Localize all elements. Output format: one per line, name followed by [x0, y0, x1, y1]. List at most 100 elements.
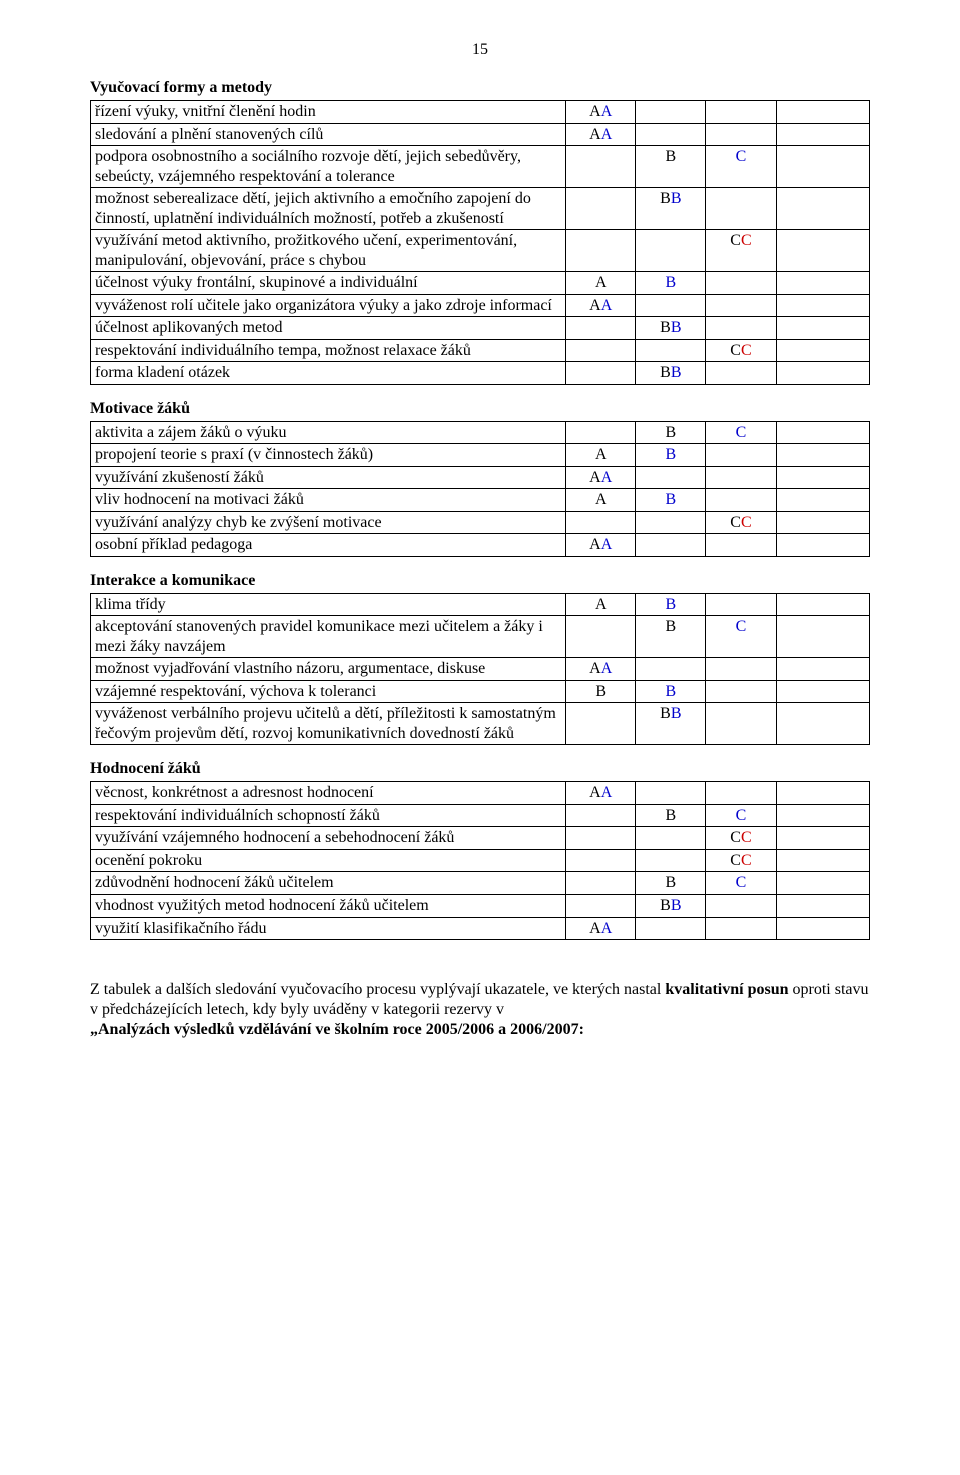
row-label: využívání vzájemného hodnocení a sebehod…: [91, 827, 566, 850]
grade-cell-c: C: [706, 616, 776, 658]
table-row: podpora osobnostního a sociálního rozvoj…: [91, 146, 870, 188]
evaluation-table: aktivita a zájem žáků o výukuBCpropojení…: [90, 421, 870, 557]
grade-cell-d: [776, 123, 869, 146]
row-label: akceptování stanovených pravidel komunik…: [91, 616, 566, 658]
grade-cell-a: AA: [566, 782, 636, 805]
grade-cell-d: [776, 894, 869, 917]
row-label: využití klasifikačního řádu: [91, 917, 566, 940]
grade-cell-b: BB: [636, 703, 706, 745]
grade-letter: A: [601, 297, 613, 314]
grade-cell-b: B: [636, 489, 706, 512]
grade-cell-b: B: [636, 616, 706, 658]
row-label: zdůvodnění hodnocení žáků učitelem: [91, 872, 566, 895]
grade-letter: A: [601, 126, 613, 143]
grade-cell-c: CC: [706, 511, 776, 534]
table-row: sledování a plnění stanovených cílůAA: [91, 123, 870, 146]
grade-cell-c: [706, 466, 776, 489]
grade-cell-d: [776, 230, 869, 272]
table-row: forma kladení otázekBB: [91, 362, 870, 385]
grade-cell-d: [776, 101, 869, 124]
row-label: respektování individuálního tempa, možno…: [91, 339, 566, 362]
grade-cell-a: [566, 849, 636, 872]
grade-cell-b: BB: [636, 894, 706, 917]
grade-cell-d: [776, 489, 869, 512]
grade-cell-c: C: [706, 421, 776, 444]
grade-cell-c: [706, 489, 776, 512]
grade-cell-c: CC: [706, 230, 776, 272]
row-label: možnost seberealizace dětí, jejich aktiv…: [91, 188, 566, 230]
grade-letter: A: [601, 469, 613, 486]
evaluation-table: řízení výuky, vnitřní členění hodinAAsle…: [90, 100, 870, 385]
grade-cell-b: B: [636, 421, 706, 444]
grade-letter: B: [666, 148, 677, 165]
grade-cell-a: [566, 703, 636, 745]
footer-bold2: „Analýzách výsledků vzdělávání ve školní…: [90, 1021, 584, 1038]
row-label: respektování individuálních schopností ž…: [91, 804, 566, 827]
row-label: vyváženost rolí učitele jako organizátor…: [91, 294, 566, 317]
grade-letter: A: [595, 446, 607, 463]
grade-cell-a: [566, 146, 636, 188]
grade-letter: B: [660, 319, 671, 336]
grade-cell-c: [706, 534, 776, 557]
grade-letter: B: [666, 596, 677, 613]
row-label: účelnost aplikovaných metod: [91, 317, 566, 340]
grade-letter: B: [595, 683, 606, 700]
grade-cell-b: BB: [636, 188, 706, 230]
row-label: možnost vyjadřování vlastního názoru, ar…: [91, 658, 566, 681]
grade-letter: B: [666, 807, 677, 824]
grade-letter: B: [671, 364, 682, 381]
grade-letter: A: [601, 784, 613, 801]
grade-letter: A: [589, 784, 601, 801]
grade-cell-a: [566, 362, 636, 385]
grade-cell-b: B: [636, 680, 706, 703]
grade-cell-d: [776, 804, 869, 827]
grade-letter: C: [736, 807, 747, 824]
grade-letter: C: [736, 618, 747, 635]
grade-letter: B: [660, 190, 671, 207]
section-heading: Vyučovací formy a metody: [90, 78, 870, 98]
row-label: propojení teorie s praxí (v činnostech ž…: [91, 444, 566, 467]
grade-cell-a: AA: [566, 101, 636, 124]
grade-cell-b: [636, 849, 706, 872]
table-row: využívání zkušeností žákůAA: [91, 466, 870, 489]
grade-cell-a: AA: [566, 658, 636, 681]
grade-cell-c: [706, 680, 776, 703]
grade-letter: A: [589, 536, 601, 553]
grade-cell-b: [636, 466, 706, 489]
grade-cell-b: BB: [636, 317, 706, 340]
grade-cell-d: [776, 317, 869, 340]
grade-cell-d: [776, 782, 869, 805]
grade-cell-d: [776, 188, 869, 230]
grade-cell-c: [706, 444, 776, 467]
grade-cell-c: [706, 101, 776, 124]
grade-letter: A: [589, 103, 601, 120]
grade-letter: A: [589, 469, 601, 486]
grade-cell-b: B: [636, 146, 706, 188]
grade-cell-b: [636, 339, 706, 362]
table-row: možnost vyjadřování vlastního názoru, ar…: [91, 658, 870, 681]
table-row: aktivita a zájem žáků o výukuBC: [91, 421, 870, 444]
grade-letter: C: [730, 342, 741, 359]
evaluation-table: klima třídyABakceptování stanovených pra…: [90, 593, 870, 746]
table-row: akceptování stanovených pravidel komunik…: [91, 616, 870, 658]
grade-letter: C: [741, 829, 752, 846]
grade-cell-b: [636, 230, 706, 272]
grade-cell-d: [776, 362, 869, 385]
table-row: vzájemné respektování, výchova k toleran…: [91, 680, 870, 703]
row-label: vyváženost verbálního projevu učitelů a …: [91, 703, 566, 745]
grade-cell-d: [776, 849, 869, 872]
grade-letter: A: [589, 297, 601, 314]
table-row: využívání analýzy chyb ke zvýšení motiva…: [91, 511, 870, 534]
grade-cell-a: A: [566, 444, 636, 467]
grade-cell-a: AA: [566, 534, 636, 557]
grade-letter: C: [730, 514, 741, 531]
grade-cell-d: [776, 272, 869, 295]
page-number: 15: [90, 40, 870, 60]
grade-cell-b: [636, 917, 706, 940]
grade-cell-d: [776, 917, 869, 940]
row-label: ocenění pokroku: [91, 849, 566, 872]
grade-cell-c: [706, 362, 776, 385]
grade-cell-d: [776, 511, 869, 534]
grade-cell-a: A: [566, 489, 636, 512]
grade-cell-a: [566, 317, 636, 340]
